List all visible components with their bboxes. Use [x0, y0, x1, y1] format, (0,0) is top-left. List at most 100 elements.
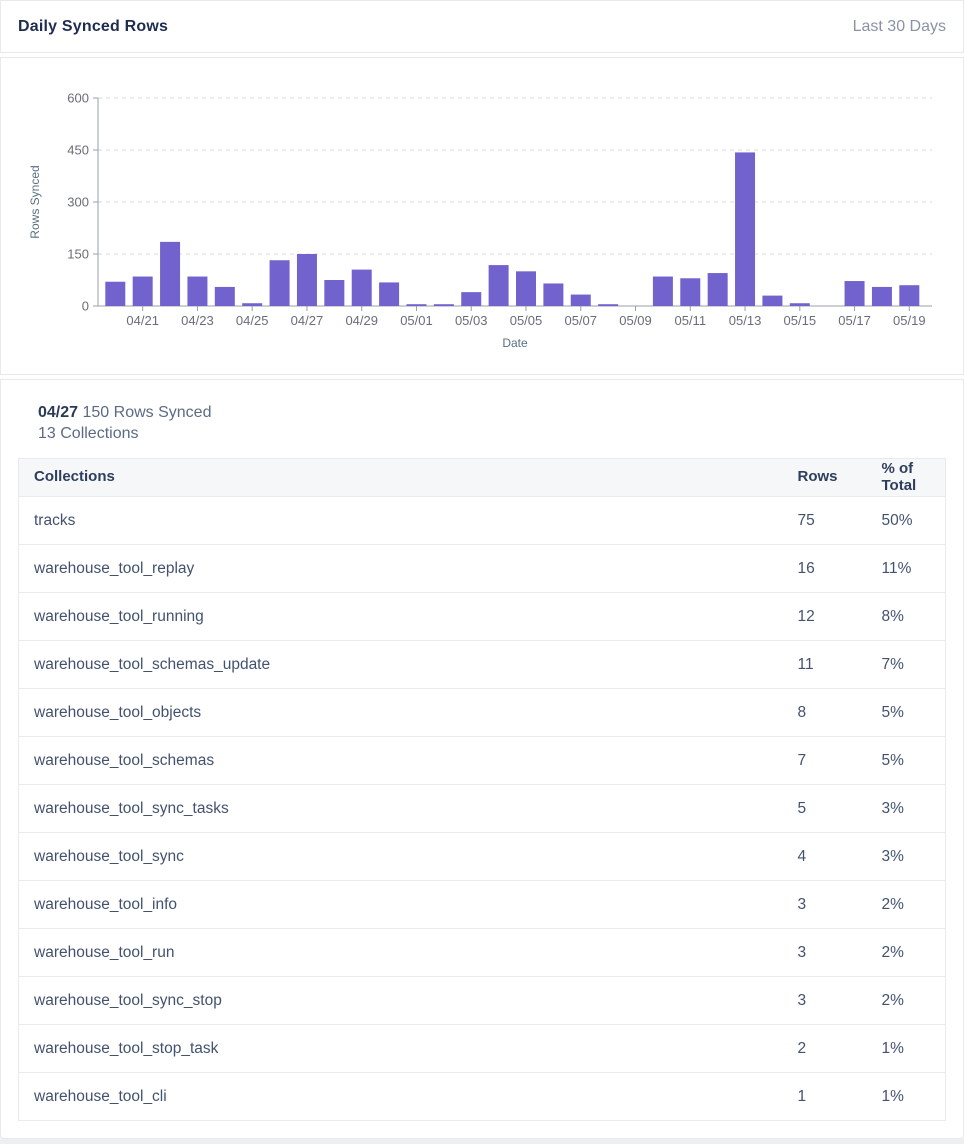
collections-table-header: Collections Rows% of Total [18, 458, 946, 497]
collections-table-body: tracks 75 50% warehouse_tool_replay 16 11% war… [18, 496, 946, 1121]
collection-name: warehouse_tool_schemas_update [18, 640, 796, 689]
table-row: warehouse_tool_stop_task 2 1% [18, 1024, 946, 1073]
rows-count: 4 [795, 832, 880, 881]
x-tick-label: 04/23 [181, 313, 214, 328]
y-axis-title: Rows Synced [28, 165, 42, 238]
selected-day-summary: 04/27 150 Rows Synced 13 Collections [38, 402, 946, 444]
collection-name: warehouse_tool_sync_stop [18, 976, 796, 1025]
selected-rows-synced: 150 Rows Synced [82, 404, 212, 421]
rows-count: 1 [795, 1072, 880, 1121]
selected-collections-count: 13 Collections [38, 425, 139, 442]
bar-04/23[interactable] [187, 276, 208, 306]
column-header-rows: Rows [795, 458, 880, 497]
pct-of-total: 1% [879, 1024, 946, 1073]
date-range-label: Last 30 Days [852, 17, 946, 35]
pct-of-total: 5% [879, 688, 946, 737]
bar-04/28[interactable] [324, 280, 345, 306]
rows-count: 8 [795, 688, 880, 737]
panel-header: Daily Synced Rows Last 30 Days [0, 0, 964, 53]
collection-name: warehouse_tool_replay [18, 544, 796, 593]
x-tick-label: 05/17 [838, 313, 871, 328]
y-tick-label: 600 [67, 91, 89, 106]
rows-count: 5 [795, 784, 880, 833]
collection-name: tracks [18, 496, 796, 545]
pct-of-total: 2% [879, 928, 946, 977]
rows-count: 16 [795, 544, 880, 593]
table-row: warehouse_tool_schemas 7 5% [18, 736, 946, 785]
x-tick-label: 05/01 [400, 313, 433, 328]
pct-of-total: 8% [879, 592, 946, 641]
table-row: warehouse_tool_replay 16 11% [18, 544, 946, 593]
bar-04/21[interactable] [132, 276, 153, 306]
table-row: warehouse_tool_cli 1 1% [18, 1072, 946, 1121]
column-header-of-total: % of Total [879, 458, 946, 497]
collection-name: warehouse_tool_stop_task [18, 1024, 796, 1073]
rows-count: 2 [795, 1024, 880, 1073]
y-tick-label: 150 [67, 247, 89, 262]
bar-05/07[interactable] [570, 294, 591, 306]
x-tick-label: 05/09 [619, 313, 652, 328]
x-tick-label: 05/05 [510, 313, 543, 328]
x-tick-label: 05/11 [674, 313, 706, 328]
bar-04/20[interactable] [105, 281, 126, 306]
rows-count: 3 [795, 976, 880, 1025]
x-tick-label: 04/29 [345, 313, 378, 328]
bar-05/18[interactable] [871, 286, 892, 306]
bar-04/25[interactable] [242, 303, 263, 306]
bar-04/24[interactable] [214, 286, 235, 306]
pct-of-total: 2% [879, 976, 946, 1025]
summary-line-2: 13 Collections [38, 423, 946, 444]
pct-of-total: 1% [879, 1072, 946, 1121]
bar-04/27[interactable] [296, 254, 317, 306]
bar-chart-canvas: 0 150 300 450 600 04/21 04/23 04/25 04/27 04/29 05… [28, 91, 932, 350]
bar-05/14[interactable] [762, 295, 783, 306]
bar-05/17[interactable] [844, 281, 865, 306]
collection-name: warehouse_tool_cli [18, 1072, 796, 1121]
pct-of-total: 5% [879, 736, 946, 785]
table-row: warehouse_tool_sync 4 3% [18, 832, 946, 881]
pct-of-total: 3% [879, 784, 946, 833]
pct-of-total: 11% [879, 544, 946, 593]
table-row: warehouse_tool_run 3 2% [18, 928, 946, 977]
collection-name: warehouse_tool_schemas [18, 736, 796, 785]
bar-04/22[interactable] [160, 241, 181, 306]
bar-05/04[interactable] [488, 265, 509, 306]
pct-of-total: 50% [879, 496, 946, 545]
header-row: Collections Rows% of Total [18, 458, 946, 497]
bar-05/03[interactable] [461, 292, 482, 306]
collection-name: warehouse_tool_info [18, 880, 796, 929]
bar-05/01[interactable] [406, 304, 427, 306]
x-tick-label: 05/13 [729, 313, 762, 328]
bar-05/08[interactable] [598, 304, 619, 306]
y-tick-label: 0 [82, 299, 89, 314]
column-header-collections: Collections [18, 458, 796, 497]
collection-name: warehouse_tool_objects [18, 688, 796, 737]
bar-05/02[interactable] [433, 304, 454, 306]
y-tick-label: 450 [67, 143, 89, 158]
bar-05/13[interactable] [735, 152, 756, 306]
collection-name: warehouse_tool_sync_tasks [18, 784, 796, 833]
rows-count: 7 [795, 736, 880, 785]
rows-count: 3 [795, 928, 880, 977]
table-row: warehouse_tool_sync_tasks 5 3% [18, 784, 946, 833]
bar-04/30[interactable] [379, 282, 400, 306]
bar-05/10[interactable] [652, 276, 673, 306]
daily-synced-rows-chart-card: 0 150 300 450 600 04/21 04/23 04/25 04/27 04/29 05… [0, 57, 964, 375]
bar-05/15[interactable] [789, 303, 810, 306]
x-axis-title: Date [502, 336, 528, 350]
table-row: warehouse_tool_info 3 2% [18, 880, 946, 929]
summary-line-1: 04/27 150 Rows Synced [38, 402, 946, 423]
bar-04/26[interactable] [269, 260, 290, 306]
bar-05/19[interactable] [899, 285, 920, 306]
bar-05/06[interactable] [543, 283, 564, 306]
pct-of-total: 3% [879, 832, 946, 881]
x-tick-label: 05/15 [784, 313, 817, 328]
bar-04/29[interactable] [351, 269, 372, 306]
pct-of-total: 7% [879, 640, 946, 689]
bar-05/05[interactable] [516, 271, 536, 306]
bar-05/12[interactable] [707, 273, 728, 306]
bar-05/11[interactable] [680, 278, 701, 306]
selected-date: 04/27 [38, 404, 79, 421]
y-tick-label: 300 [67, 195, 89, 210]
